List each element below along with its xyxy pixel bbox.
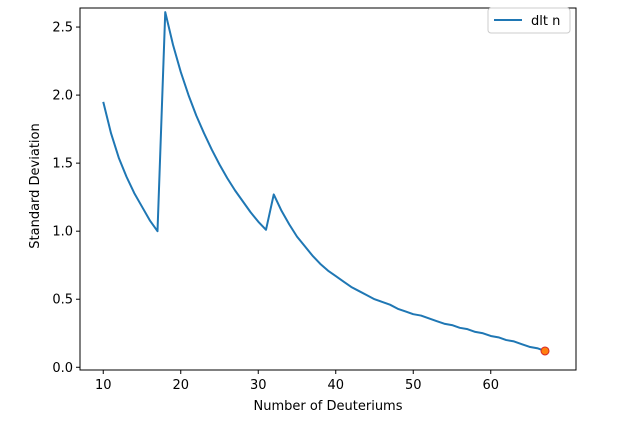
legend: dlt n xyxy=(487,7,571,34)
y-axis-ticks: 0.0 0.5 1.0 1.5 2.0 2.5 xyxy=(52,21,80,376)
y-tick-label: 1.5 xyxy=(52,157,73,172)
legend-label-dlt-n: dlt n xyxy=(531,14,560,29)
x-tick-label: 50 xyxy=(405,378,422,393)
highlight-point xyxy=(540,346,550,356)
x-tick-label: 20 xyxy=(172,378,189,393)
y-tick-label: 2.0 xyxy=(52,89,73,104)
series-line-0 xyxy=(102,11,546,352)
x-tick-label: 30 xyxy=(250,378,267,393)
y-tick-label: 0.5 xyxy=(52,293,73,308)
x-axis-label: Number of Deuteriums xyxy=(254,399,403,414)
plot-area xyxy=(102,11,550,356)
x-tick-label: 40 xyxy=(327,378,344,393)
y-axis-label: Standard Deviation xyxy=(28,123,43,248)
x-tick-label: 10 xyxy=(95,378,112,393)
x-axis-ticks: 10 20 30 40 50 60 xyxy=(95,370,499,393)
y-tick-label: 2.5 xyxy=(52,21,73,36)
y-tick-label: 0.0 xyxy=(52,361,73,376)
y-tick-label: 1.0 xyxy=(52,225,73,240)
x-tick-label: 60 xyxy=(482,378,499,393)
plot-frame xyxy=(79,7,577,371)
legend-box xyxy=(487,7,571,34)
